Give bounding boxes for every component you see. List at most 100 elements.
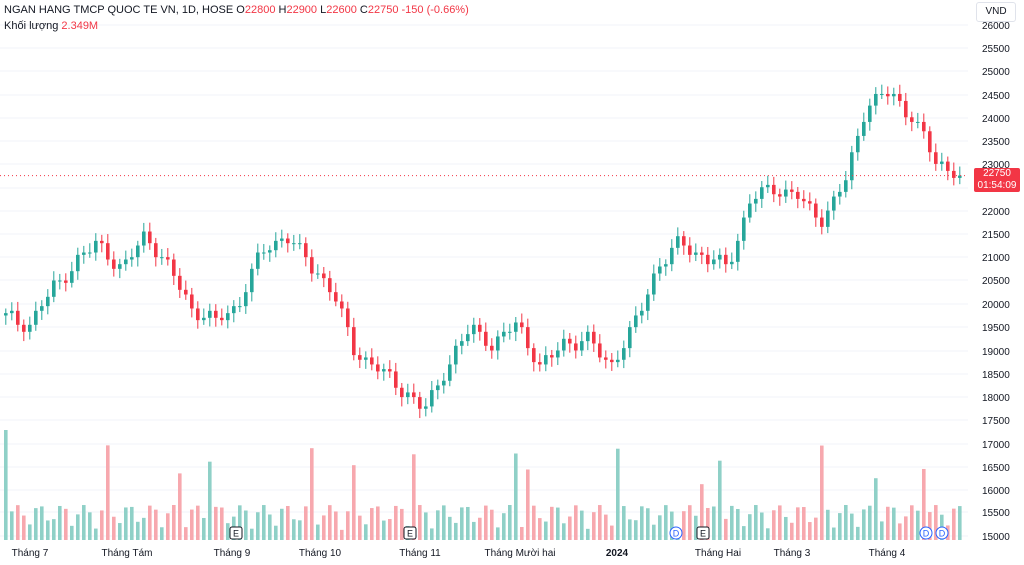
volume-bar — [310, 448, 314, 540]
candle-body — [814, 203, 818, 218]
candle-body — [958, 175, 962, 178]
candle-body — [136, 245, 140, 258]
y-tick-label: 25000 — [982, 67, 1010, 78]
candle-body — [544, 355, 548, 365]
volume-bar — [802, 507, 806, 540]
volume-bar — [532, 505, 536, 540]
candle-body — [424, 406, 428, 409]
candle-body — [334, 292, 338, 302]
low-label: L — [320, 4, 327, 16]
volume-bar — [832, 527, 836, 540]
volume-bar — [22, 515, 26, 540]
candle-body — [658, 266, 662, 274]
candle-body — [262, 252, 266, 254]
event-marker-label: D — [939, 529, 946, 539]
candle-body — [412, 392, 416, 398]
candle-body — [208, 310, 212, 318]
candle-body — [118, 264, 122, 269]
volume-bar — [388, 519, 392, 540]
dividend-marker — [669, 526, 683, 540]
volume-bar — [16, 505, 20, 540]
volume-bar — [856, 526, 860, 540]
volume-bar — [298, 520, 302, 540]
candle-body — [676, 236, 680, 248]
volume-bar — [190, 509, 194, 540]
volume-value: 2.349M — [61, 20, 99, 32]
volume-bar — [892, 507, 896, 540]
volume-row: Khối lượng 2.349M — [4, 18, 469, 34]
candle-body — [28, 324, 32, 332]
y-tick-label: 19500 — [982, 323, 1010, 334]
candle-body — [502, 331, 506, 337]
currency-button[interactable]: VND — [976, 2, 1016, 22]
volume-bar — [256, 512, 260, 540]
candle-body — [10, 310, 14, 314]
countdown-timer: 01:54:09 — [977, 180, 1017, 191]
candle-body — [700, 252, 704, 255]
volume-bar — [142, 517, 146, 540]
volume-bar — [472, 521, 476, 540]
volume-bar — [604, 514, 608, 540]
candle-body — [16, 310, 20, 325]
candle-body — [478, 324, 482, 332]
candle-body — [352, 327, 356, 356]
candle-body — [532, 348, 536, 363]
candle-body — [418, 397, 422, 409]
candle-body — [322, 273, 326, 279]
candle-body — [286, 238, 290, 244]
candle-body — [904, 100, 908, 118]
candle-body — [466, 334, 470, 342]
candle-body — [646, 294, 650, 311]
y-tick-label: 17000 — [982, 440, 1010, 451]
volume-bar — [634, 520, 638, 540]
volume-bar — [670, 511, 674, 540]
candle-body — [604, 357, 608, 360]
volume-bar — [562, 523, 566, 540]
candle-body — [430, 390, 434, 407]
candle-body — [694, 252, 698, 255]
x-tick-label: Tháng 10 — [299, 548, 342, 559]
candle-body — [250, 268, 254, 293]
volume-bar — [196, 505, 200, 540]
volume-bar — [358, 515, 362, 540]
volume-bar — [208, 461, 212, 540]
candle-body — [748, 203, 752, 218]
volume-bar — [46, 520, 50, 540]
candle-body — [94, 240, 98, 253]
candle-body — [754, 198, 758, 204]
candle-body — [652, 273, 656, 295]
volume-bar — [124, 507, 128, 540]
candle-body — [226, 313, 230, 321]
y-tick-label: 25500 — [982, 44, 1010, 55]
y-tick-label: 19000 — [982, 347, 1010, 358]
volume-bar — [382, 520, 386, 540]
volume-bar — [616, 448, 620, 540]
x-tick-label: Tháng 4 — [869, 548, 906, 559]
volume-bar — [58, 505, 62, 540]
event-marker-label: E — [233, 529, 239, 539]
candle-body — [268, 250, 272, 253]
volume-bar — [304, 506, 308, 540]
candle-body — [538, 362, 542, 365]
volume-bar — [334, 511, 338, 540]
candle-body — [898, 93, 902, 101]
candle-body — [682, 236, 686, 246]
candle-body — [520, 322, 524, 328]
volume-bar — [898, 523, 902, 540]
volume-bar — [268, 514, 272, 540]
candle-body — [490, 345, 494, 351]
candle-body — [58, 280, 62, 282]
earnings-marker — [696, 526, 710, 540]
candle-body — [256, 252, 260, 269]
close-value: 22750 — [367, 4, 399, 16]
volume-bar — [442, 505, 446, 540]
candle-body — [52, 280, 56, 297]
volume-bar — [502, 513, 506, 540]
candle-body — [670, 247, 674, 265]
volume-bar — [544, 521, 548, 540]
candle-body — [808, 201, 812, 204]
volume-bar — [130, 506, 134, 540]
volume-bar — [400, 508, 404, 540]
